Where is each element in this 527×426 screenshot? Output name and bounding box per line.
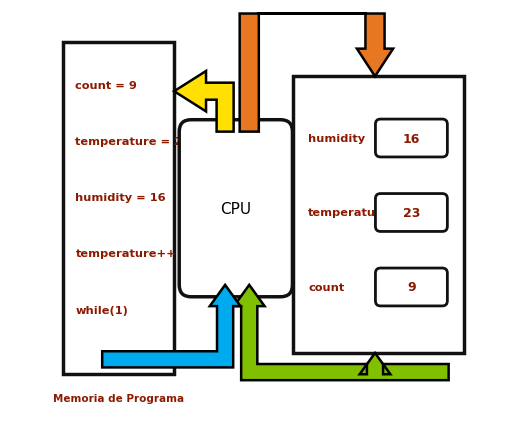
Polygon shape — [102, 285, 240, 368]
FancyBboxPatch shape — [375, 268, 447, 306]
FancyBboxPatch shape — [294, 77, 464, 353]
Text: temperature++: temperature++ — [75, 249, 176, 259]
Text: 23: 23 — [403, 207, 420, 219]
Text: while(1): while(1) — [75, 305, 128, 315]
Text: 16: 16 — [403, 132, 420, 145]
FancyBboxPatch shape — [375, 120, 447, 158]
Polygon shape — [240, 14, 393, 132]
Polygon shape — [174, 72, 233, 132]
Polygon shape — [234, 285, 448, 380]
Text: count: count — [308, 282, 345, 292]
Text: Memoria de Programa: Memoria de Programa — [53, 394, 184, 403]
Text: temperature: temperature — [308, 208, 389, 218]
Text: humidity = 16: humidity = 16 — [75, 193, 166, 203]
FancyBboxPatch shape — [375, 194, 447, 232]
Text: count = 9: count = 9 — [75, 81, 137, 91]
Text: CPU: CPU — [220, 201, 251, 216]
Text: Memoria de Datos: Memoria de Datos — [325, 372, 432, 382]
Text: 9: 9 — [407, 281, 416, 294]
Text: temperature = 22: temperature = 22 — [75, 137, 190, 147]
Text: humidity: humidity — [308, 134, 365, 144]
FancyBboxPatch shape — [179, 121, 292, 297]
FancyBboxPatch shape — [63, 43, 174, 374]
